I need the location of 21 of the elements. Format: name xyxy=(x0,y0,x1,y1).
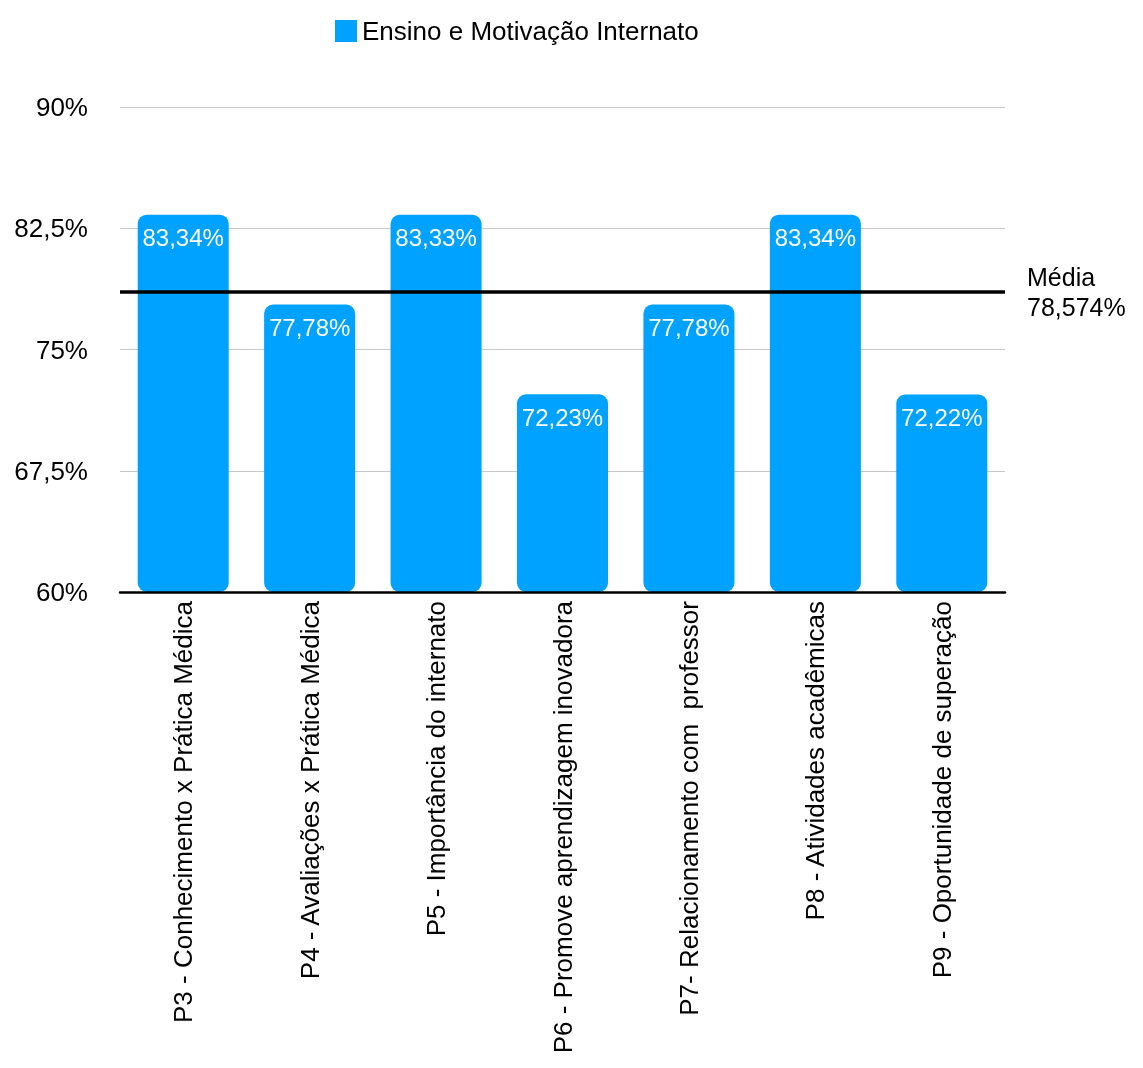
y-tick-label: 75% xyxy=(35,334,88,365)
x-tick-label: P3 - Conhecimento x Prática Médica xyxy=(168,600,199,1023)
y-tick-label: 60% xyxy=(35,577,88,607)
data-label: 83,33% xyxy=(395,224,477,252)
legend-label: Ensino e Motivação Internato xyxy=(362,16,699,46)
y-tick-label: 67,5% xyxy=(14,455,88,486)
data-label: 72,23% xyxy=(521,403,604,431)
data-label: 77,78% xyxy=(268,314,351,342)
y-tick-label: 90% xyxy=(35,92,88,122)
x-tick-label: P5 - Importância do internato xyxy=(421,601,452,937)
x-tick-label: P9 - Oportunidade de superação xyxy=(926,601,957,979)
data-label: 77,78% xyxy=(648,314,730,342)
data-label: 83,34% xyxy=(774,224,857,252)
x-tick-label: P7- Relacionamento com professor xyxy=(673,600,704,1016)
ref-line-label: Média 78,574% xyxy=(1027,262,1126,321)
data-label: 72,22% xyxy=(901,403,983,431)
x-tick-label: P4 - Avaliações x Prática Médica xyxy=(294,600,325,980)
x-tick-label: P6 - Promove aprendizagem inovadora xyxy=(547,600,578,1054)
y-tick-label: 82,5% xyxy=(14,213,88,244)
x-tick-label: P8 - Atividades acadêmicas xyxy=(800,601,831,921)
data-label: 83,34% xyxy=(142,224,224,252)
